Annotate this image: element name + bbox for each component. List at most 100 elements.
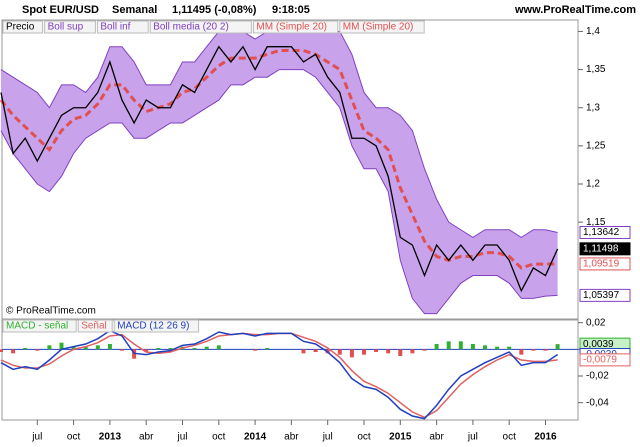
macd-line: [0, 329, 559, 420]
period: Semanal: [112, 4, 157, 16]
histogram-bar: [495, 346, 500, 350]
last-value-box: [579, 242, 631, 256]
histogram-bar: [47, 345, 52, 350]
histogram-bar: [253, 349, 258, 351]
macd-pane: [1, 319, 579, 421]
last-value-label: 1,05397: [583, 290, 620, 301]
last-value-label: 1,11498: [583, 243, 619, 254]
histogram-bar: [204, 346, 209, 350]
legend-box: [96, 20, 149, 34]
histogram-bar: [337, 349, 342, 355]
last-value-box: [579, 288, 631, 302]
last-value-label: -0,0079: [583, 355, 617, 366]
last-value-label: 0,0039: [583, 339, 614, 350]
time: 9:18:05: [272, 4, 310, 16]
histogram-bar: [216, 345, 221, 350]
histogram-bar: [458, 341, 463, 350]
last-value-box: [579, 353, 631, 367]
histogram-bar: [156, 348, 161, 350]
histogram-bar: [507, 346, 512, 350]
histogram-bar: [470, 344, 475, 350]
histogram-bar: [11, 349, 16, 354]
legend-entry: Boll sup: [48, 22, 84, 33]
x-tick-label: jul: [31, 432, 42, 443]
symbol: Spot EUR/USD: [22, 4, 99, 16]
x-tick-label: abr: [429, 432, 444, 443]
histogram-bar: [83, 346, 88, 350]
y-tick-label: -0,04: [586, 397, 609, 408]
histogram-bar: [386, 349, 391, 354]
legend-box: [149, 20, 252, 34]
quote: 1,11495 (-0,08%): [172, 4, 257, 16]
x-tick-label: oct: [357, 432, 371, 443]
histogram-bar: [313, 349, 318, 352]
legend-box: [2, 319, 77, 333]
last-value-box: [579, 257, 631, 271]
histogram-bar: [120, 349, 124, 351]
x-tick-label: 2015: [389, 432, 412, 443]
bollinger-band-fill: [1, 31, 558, 314]
histogram-bar: [265, 348, 270, 350]
histogram-bar: [35, 349, 40, 351]
histogram-bar: [144, 349, 149, 352]
y-tick-label: 1,25: [586, 140, 606, 151]
histogram-bar: [422, 349, 427, 351]
x-tick-label: 2016: [534, 432, 557, 443]
histogram-bar: [434, 344, 439, 350]
price-pane: [1, 19, 579, 320]
legend-entry: MACD - señal: [6, 321, 68, 332]
x-tick-label: oct: [67, 432, 81, 443]
histogram-bar: [543, 349, 548, 351]
x-tick-label: 2013: [99, 432, 122, 443]
y-tick-label: 0,02: [586, 317, 606, 328]
x-tick-label: jul: [322, 432, 333, 443]
y-tick-label: 1,15: [586, 217, 606, 228]
histogram-bar: [446, 341, 451, 350]
x-tick-label: jul: [176, 432, 187, 443]
legend-entry: Señal: [81, 321, 107, 332]
histogram-bar: [555, 344, 560, 350]
legend-box: [44, 20, 96, 34]
y-tick-label: 1,2: [586, 179, 600, 190]
histogram-bar: [301, 349, 306, 354]
histogram-bar: [362, 349, 366, 355]
site: www.ProRealTime.com: [514, 4, 636, 16]
last-value-box: [579, 225, 631, 239]
histogram-bar: [95, 345, 100, 350]
histogram-bar: [374, 349, 379, 352]
y-tick-label: -0,02: [586, 371, 609, 382]
legend-entry: Precio: [6, 22, 35, 33]
histogram-bar: [483, 345, 487, 350]
legend-entry: Boll media (20 2): [153, 22, 229, 33]
histogram-bar: [192, 348, 197, 350]
histogram-bar: [71, 346, 76, 350]
x-tick-label: abr: [139, 432, 154, 443]
histogram-bar: [531, 349, 536, 351]
y-tick-label: 1,3: [586, 102, 600, 113]
bollinger-lower: [0, 69, 558, 315]
legend-entry: MACD (12 26 9): [117, 321, 189, 332]
bollinger-mid: [0, 49, 558, 270]
legend-entry: MM (Simple 20): [256, 22, 327, 33]
histogram-bar: [23, 348, 28, 350]
y-tick-label: 1,4: [586, 26, 600, 37]
x-tick-label: jul: [467, 432, 478, 443]
histogram-bar: [410, 349, 415, 354]
histogram-bar: [107, 344, 112, 350]
x-tick-label: oct: [503, 432, 517, 443]
price-line: [0, 45, 559, 293]
x-tick-label: 2014: [244, 432, 267, 443]
legend-entry: Boll inf: [100, 22, 130, 33]
legend-box: [339, 20, 425, 34]
last-value-label: 1,09519: [583, 259, 620, 270]
legend-box: [77, 319, 113, 333]
histogram-bar: [519, 349, 524, 355]
last-value-label: 1,13642: [583, 227, 620, 238]
histogram-bar: [349, 349, 354, 358]
y-tick-label: 1,35: [586, 64, 606, 75]
legend-box: [113, 319, 200, 333]
legend-box: [2, 20, 44, 34]
histogram-bar: [0, 349, 3, 352]
x-tick-label: abr: [284, 432, 299, 443]
